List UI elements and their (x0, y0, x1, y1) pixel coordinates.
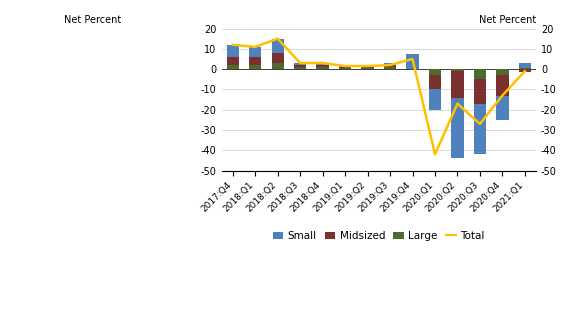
Bar (294, 67, 306, 69)
Bar (249, 47, 261, 57)
Bar (249, 65, 261, 69)
Bar (406, 54, 419, 69)
Bar (384, 65, 396, 67)
Bar (339, 67, 351, 68)
Bar (339, 66, 351, 67)
Bar (272, 63, 284, 69)
Bar (451, 69, 463, 71)
Bar (272, 53, 284, 63)
Bar (294, 63, 306, 65)
Bar (496, 95, 509, 120)
Bar (451, 98, 463, 159)
Bar (384, 63, 396, 65)
Bar (429, 69, 441, 75)
Bar (272, 39, 284, 53)
Bar (473, 79, 486, 104)
Bar (227, 65, 239, 69)
Bar (227, 57, 239, 65)
Bar (496, 75, 509, 95)
Bar (519, 68, 531, 69)
Bar (519, 69, 531, 72)
Bar (316, 63, 329, 65)
Bar (451, 71, 463, 98)
Bar (361, 66, 374, 67)
Bar (249, 57, 261, 65)
Text: Net Percent: Net Percent (479, 15, 536, 25)
Bar (496, 69, 509, 75)
Bar (227, 45, 239, 57)
Text: Net Percent: Net Percent (65, 15, 122, 25)
Bar (473, 69, 486, 79)
Bar (473, 104, 486, 154)
Bar (316, 65, 329, 67)
Bar (339, 68, 351, 69)
Bar (429, 89, 441, 110)
Bar (519, 63, 531, 68)
Legend: Small, Midsized, Large, Total: Small, Midsized, Large, Total (269, 226, 489, 245)
Bar (361, 68, 374, 69)
Bar (384, 67, 396, 69)
Bar (294, 65, 306, 67)
Bar (361, 67, 374, 68)
Bar (429, 75, 441, 89)
Bar (316, 67, 329, 69)
